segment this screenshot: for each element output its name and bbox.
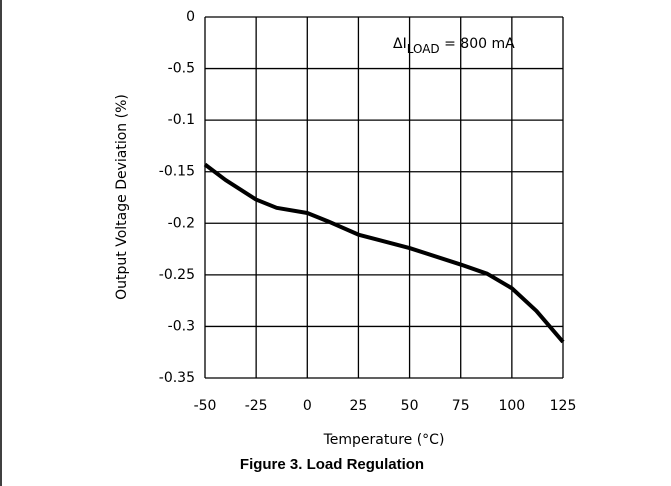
y-tick-label: -0.1 [168, 112, 195, 128]
caption: Figure 3. Load Regulation [240, 456, 424, 473]
y-axis-label: Output Voltage Deviation (%) [114, 94, 130, 300]
x-tick-label: 25 [350, 398, 368, 414]
x-tick-label: 100 [498, 398, 525, 414]
y-tick-label: -0.5 [168, 61, 195, 77]
x-tick-label: 125 [550, 398, 577, 414]
x-tick-label: 75 [452, 398, 470, 414]
y-tick-label: 0 [186, 9, 195, 25]
x-tick-label: 0 [303, 398, 312, 414]
x-axis-label: Temperature (°C) [323, 432, 445, 448]
x-tick-label: 50 [401, 398, 419, 414]
y-tick-label: -0.2 [168, 215, 195, 231]
y-tick-label: -0.25 [159, 267, 195, 283]
data-line [203, 162, 565, 344]
x-tick-label: -25 [245, 398, 268, 414]
annotation: ΔILOAD = 800 mA [393, 36, 515, 56]
x-tick-label: -50 [194, 398, 217, 414]
y-tick-label: -0.3 [168, 318, 195, 334]
annotation-main: ΔI [393, 36, 407, 52]
annotation-subscript: LOAD [407, 42, 440, 56]
y-tick-label: -0.15 [159, 164, 195, 180]
y-tick-label: -0.35 [159, 370, 195, 386]
annotation-suffix: = 800 mA [440, 36, 515, 52]
